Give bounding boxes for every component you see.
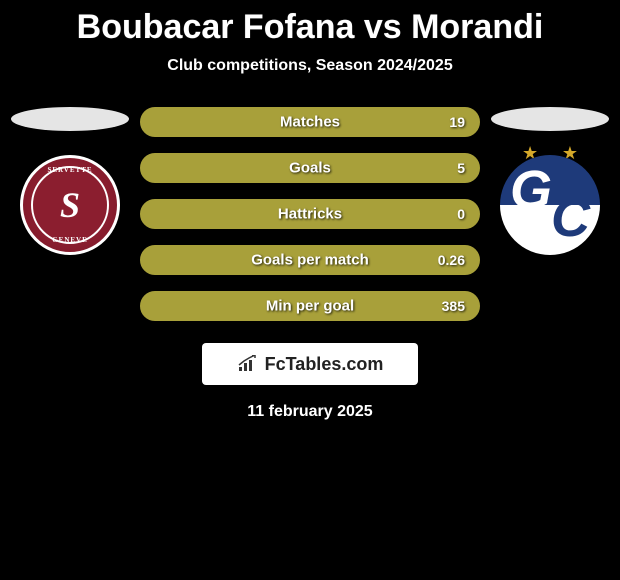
stat-value: 385 xyxy=(442,298,465,314)
stats-list: Matches 19 Goals 5 Hattricks 0 xyxy=(140,107,480,321)
stat-label: Matches xyxy=(280,114,340,131)
stat-label: Goals xyxy=(289,160,331,177)
subtitle: Club competitions, Season 2024/2025 xyxy=(0,57,620,75)
stat-label: Goals per match xyxy=(251,252,369,269)
stat-row-hattricks: Hattricks 0 xyxy=(140,199,480,229)
stat-row-matches: Matches 19 xyxy=(140,107,480,137)
stat-row-goals: Goals 5 xyxy=(140,153,480,183)
badge-right-letter-top: G xyxy=(510,159,552,221)
stat-row-goals-per-match: Goals per match 0.26 xyxy=(140,245,480,275)
date-label: 11 february 2025 xyxy=(0,403,620,421)
right-column: ★ ★ G C xyxy=(490,107,610,255)
club-badge-right: G C xyxy=(500,155,600,255)
main-area: S Matches 19 Goals 5 xyxy=(0,107,620,321)
stat-value: 0.26 xyxy=(438,252,465,268)
left-column: S xyxy=(10,107,130,255)
stat-value: 19 xyxy=(449,114,465,130)
club-badge-right-wrap: ★ ★ G C xyxy=(500,155,600,255)
chart-icon xyxy=(237,355,259,373)
stat-row-min-per-goal: Min per goal 385 xyxy=(140,291,480,321)
club-badge-left: S xyxy=(20,155,120,255)
stat-value: 0 xyxy=(457,206,465,222)
branding-box[interactable]: FcTables.com xyxy=(202,343,418,385)
page-title: Boubacar Fofana vs Morandi xyxy=(0,8,620,47)
club-badge-left-letter: S xyxy=(31,166,109,244)
stat-value: 5 xyxy=(457,160,465,176)
stat-label: Hattricks xyxy=(278,206,342,223)
badge-right-letter-bottom: C xyxy=(551,187,590,249)
comparison-widget: Boubacar Fofana vs Morandi Club competit… xyxy=(0,0,620,421)
player-photo-placeholder-left xyxy=(11,107,129,131)
stat-label: Min per goal xyxy=(266,298,354,315)
player-photo-placeholder-right xyxy=(491,107,609,131)
branding-text: FcTables.com xyxy=(265,354,384,375)
